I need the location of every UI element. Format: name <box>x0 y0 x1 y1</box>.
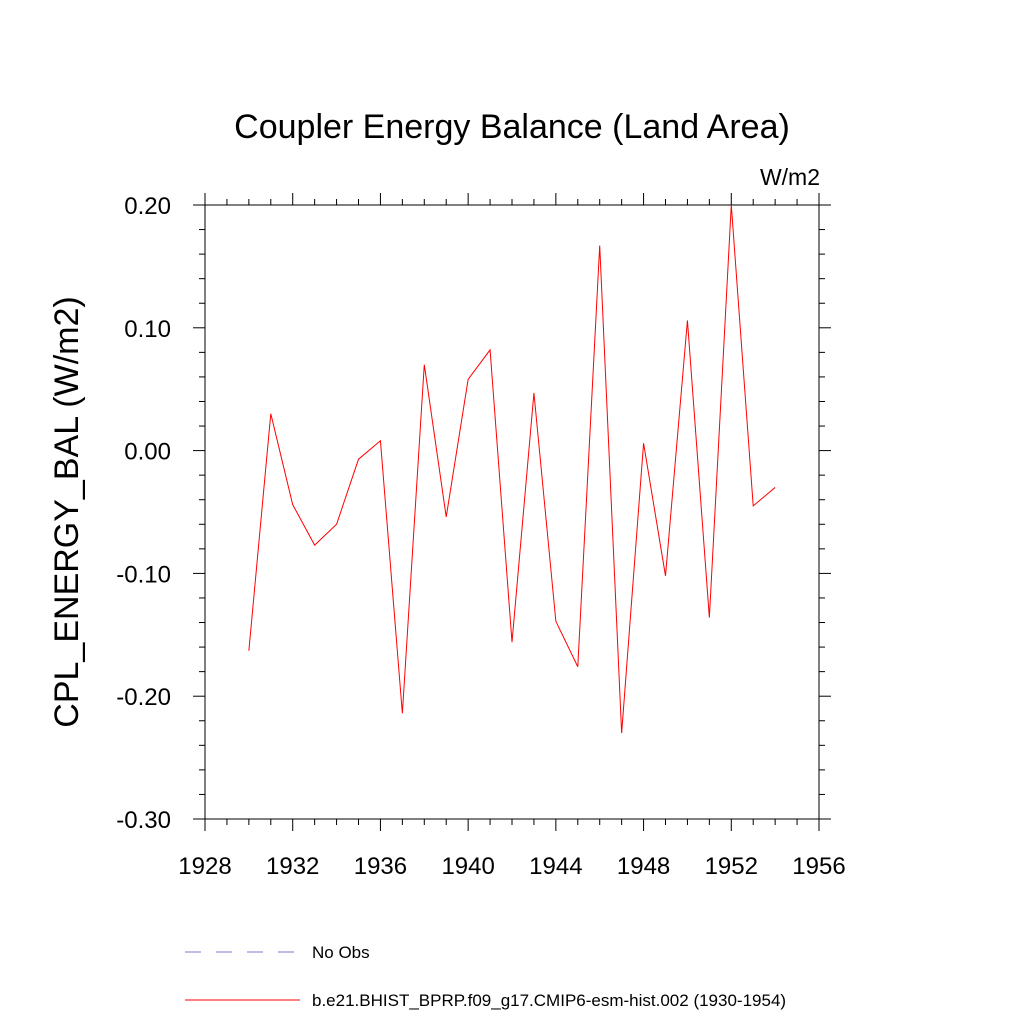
data-point <box>577 666 579 668</box>
data-point <box>314 544 316 546</box>
x-tick-label: 1948 <box>617 853 670 880</box>
data-point <box>270 413 272 415</box>
data-point <box>511 641 513 643</box>
x-tick-labels: 1928 1932 1936 1940 1944 1948 1952 1956 <box>178 853 845 880</box>
x-tick-label: 1944 <box>529 853 582 880</box>
legend-label: No Obs <box>312 943 370 962</box>
y-minor-ticks <box>199 229 825 795</box>
x-tick-label: 1940 <box>441 853 494 880</box>
x-tick-label: 1932 <box>266 853 319 880</box>
data-point <box>336 523 338 525</box>
x-tick-label: 1952 <box>705 853 758 880</box>
y-tick-labels: -0.30 -0.20 -0.10 0.00 0.10 0.20 <box>116 193 171 834</box>
data-point <box>774 487 776 489</box>
data-point <box>533 392 535 394</box>
data-point <box>248 650 250 652</box>
y-tick-label: -0.30 <box>116 807 171 834</box>
y-tick-label: -0.10 <box>116 561 171 588</box>
data-point <box>730 204 732 206</box>
x-tick-label: 1936 <box>354 853 407 880</box>
series-layer <box>248 204 776 734</box>
chart-title: Coupler Energy Balance (Land Area) <box>234 108 790 146</box>
data-point <box>621 732 623 734</box>
y-tick-label: 0.00 <box>124 439 171 466</box>
data-point <box>709 617 711 619</box>
data-point <box>752 505 754 507</box>
y-major-ticks <box>193 204 831 820</box>
x-tick-label: 1956 <box>792 853 845 880</box>
x-major-ticks <box>204 193 820 831</box>
data-point <box>423 364 425 366</box>
y-tick-label: 0.10 <box>124 316 171 343</box>
data-point <box>445 516 447 518</box>
x-minor-ticks <box>226 199 798 825</box>
data-point <box>358 458 360 460</box>
data-point <box>467 379 469 381</box>
units-label: W/m2 <box>760 164 820 190</box>
series-line <box>248 204 776 734</box>
legend-label: b.e21.BHIST_BPRP.f09_g17.CMIP6-esm-hist.… <box>312 991 786 1010</box>
y-axis-label: CPL_ENERGY_BAL (W/m2) <box>48 296 86 727</box>
data-point <box>402 713 404 715</box>
data-point <box>555 620 557 622</box>
legend: No Obs b.e21.BHIST_BPRP.f09_g17.CMIP6-esm… <box>185 943 786 1010</box>
y-tick-label: -0.20 <box>116 684 171 711</box>
y-tick-label: 0.20 <box>124 193 171 220</box>
data-point <box>489 349 491 351</box>
data-point <box>380 440 382 442</box>
data-point <box>687 320 689 322</box>
x-tick-label: 1928 <box>178 853 231 880</box>
data-point <box>292 504 294 506</box>
data-point <box>643 442 645 444</box>
data-point <box>599 245 601 247</box>
data-point <box>665 575 667 577</box>
